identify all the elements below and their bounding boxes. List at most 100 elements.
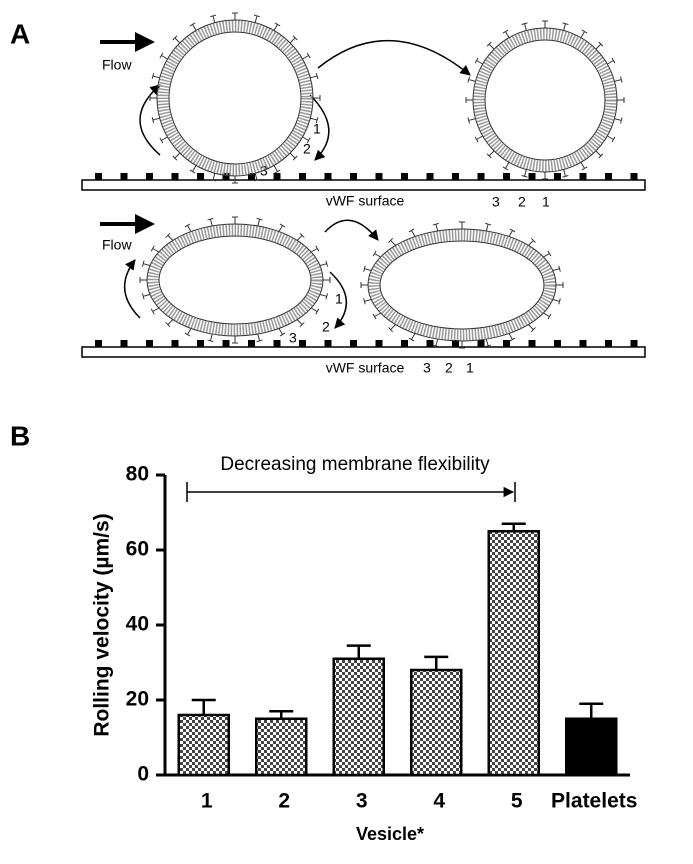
bar — [255, 717, 308, 777]
receptor — [408, 228, 416, 237]
vwf-site — [401, 340, 408, 347]
receptor — [278, 328, 286, 337]
receptor — [388, 237, 396, 246]
vwf-site — [248, 340, 255, 347]
receptor — [459, 221, 465, 229]
vwf-site — [605, 340, 612, 347]
receptor — [556, 282, 564, 288]
site-label: 1 — [466, 360, 474, 376]
site-label: 2 — [518, 194, 526, 210]
receptor — [296, 232, 305, 241]
receptor — [323, 277, 331, 283]
vwf-site — [554, 340, 561, 347]
receptor — [372, 250, 381, 258]
vwf-site — [248, 173, 255, 180]
receptor — [253, 173, 261, 182]
receptor — [172, 35, 181, 44]
receptor — [184, 328, 192, 337]
rotation-arrow — [309, 94, 330, 161]
receptor — [319, 293, 329, 300]
site-label: 3 — [423, 360, 431, 376]
flow-arrow — [100, 214, 155, 234]
y-axis-label: Rolling velocity (µm/s) — [91, 513, 114, 736]
receptor — [467, 76, 476, 83]
panel-label: B — [10, 420, 30, 451]
receptor — [502, 29, 510, 38]
membrane — [157, 20, 313, 176]
receptor — [184, 223, 192, 232]
receptor — [256, 333, 263, 343]
receptor — [432, 338, 439, 348]
receptor — [562, 22, 569, 31]
receptor — [363, 265, 372, 272]
receptor — [232, 176, 238, 184]
vwf-site — [299, 340, 306, 347]
receptor — [232, 12, 238, 20]
vwf-site — [503, 340, 510, 347]
vwf-site — [120, 173, 128, 180]
receptor — [150, 245, 160, 253]
y-tick-label: 0 — [137, 763, 149, 786]
receptor — [543, 312, 552, 320]
receptor — [474, 135, 483, 143]
receptor — [141, 260, 151, 267]
x-tick-label: 3 — [356, 790, 368, 813]
vwf-site — [528, 173, 536, 180]
receptor — [617, 97, 625, 103]
receptor — [313, 95, 321, 101]
transfer-arrow — [317, 40, 471, 76]
x-axis-label: Vesicle* — [356, 824, 424, 844]
vwf-site — [375, 340, 383, 347]
receptor — [209, 14, 217, 23]
rotation-arrow — [123, 259, 141, 319]
receptor — [273, 22, 281, 31]
surface — [81, 179, 646, 191]
x-tick-label: 4 — [433, 790, 445, 813]
receptor — [502, 162, 510, 171]
receptor — [508, 228, 516, 237]
vwf-site — [120, 340, 128, 347]
vwf-site — [350, 340, 357, 347]
receptor — [232, 336, 238, 344]
membrane — [168, 31, 302, 165]
flow-label: Flow — [102, 57, 132, 73]
receptor — [388, 324, 396, 333]
receptor — [319, 260, 329, 267]
vwf-site — [452, 340, 459, 347]
membrane — [473, 28, 617, 172]
vwf-site — [350, 173, 357, 180]
receptor — [542, 20, 548, 28]
receptor — [614, 117, 623, 124]
bar — [487, 530, 540, 777]
site-label: 2 — [322, 319, 330, 335]
receptor — [159, 52, 168, 60]
receptor — [310, 245, 320, 253]
receptor — [149, 95, 157, 101]
vwf-site — [197, 340, 204, 347]
receptor — [151, 116, 160, 124]
receptor — [310, 116, 319, 124]
receptor — [485, 222, 492, 232]
receptor — [474, 57, 483, 65]
receptor — [521, 169, 528, 178]
receptor — [141, 293, 151, 300]
receptor — [296, 319, 305, 328]
x-tick-label: 5 — [511, 790, 523, 813]
membrane — [158, 235, 312, 325]
vwf-site — [273, 340, 281, 347]
surface-label: vWF surface — [326, 193, 405, 209]
receptor — [150, 307, 160, 315]
vwf-site — [426, 173, 434, 180]
vwf-site — [630, 173, 638, 180]
y-tick-label: 80 — [126, 463, 149, 486]
vwf-site — [477, 340, 485, 347]
receptor — [165, 319, 174, 328]
receptor — [508, 333, 516, 342]
receptor — [273, 165, 281, 174]
receptor — [372, 312, 381, 320]
receptor — [486, 150, 495, 159]
vwf-site — [375, 173, 383, 180]
membrane — [368, 229, 556, 341]
vwf-site — [452, 173, 459, 180]
